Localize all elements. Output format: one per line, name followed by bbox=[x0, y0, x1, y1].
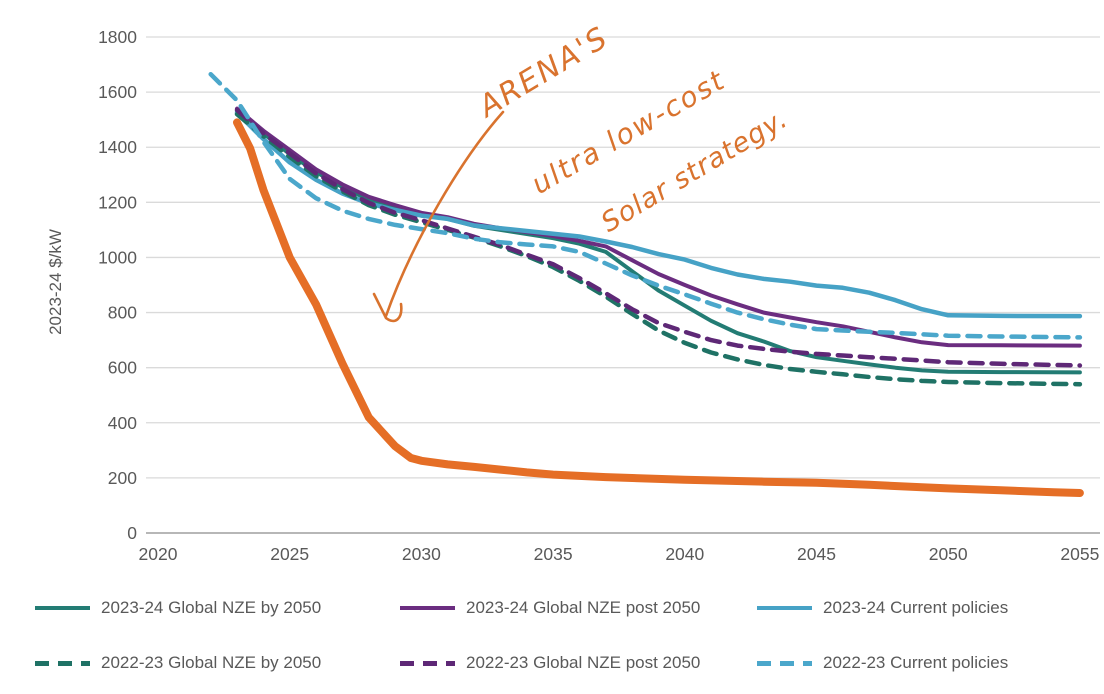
legend-item-2022-23-nze-by-2050: 2022-23 Global NZE by 2050 bbox=[35, 653, 321, 673]
legend-label: 2022-23 Global NZE post 2050 bbox=[466, 653, 701, 672]
y-axis-title: 2023-24 $/kW bbox=[46, 229, 65, 335]
x-tick-label: 2035 bbox=[534, 544, 573, 564]
legend-label: 2022-23 Current policies bbox=[823, 653, 1009, 672]
line-chart: 0 200 400 600 800 1000 1200 1400 1600 1800 2020 202… bbox=[98, 27, 1100, 564]
legend-swatch-cyan-dashed bbox=[757, 660, 812, 666]
series-line-4 bbox=[234, 107, 1083, 368]
legend-label: 2023-24 Current policies bbox=[823, 598, 1009, 617]
legend-label: 2023-24 Global NZE by 2050 bbox=[101, 598, 322, 617]
legend-swatch-purple-solid bbox=[400, 606, 455, 610]
legend-item-2022-23-nze-post-2050: 2022-23 Global NZE post 2050 bbox=[400, 653, 700, 673]
y-tick-label: 0 bbox=[127, 523, 137, 543]
series-line-1 bbox=[235, 106, 1082, 348]
legend-label: 2023-24 Global NZE post 2050 bbox=[466, 598, 701, 617]
y-tick-label: 400 bbox=[108, 413, 137, 433]
y-tick-label: 800 bbox=[108, 303, 137, 323]
y-tick-label: 1600 bbox=[98, 82, 137, 102]
series-line-0 bbox=[235, 109, 1082, 375]
y-tick-label: 1400 bbox=[98, 137, 137, 157]
legend-swatch-teal-dashed bbox=[35, 660, 90, 666]
annotation-arrow bbox=[384, 110, 505, 318]
x-tick-label: 2020 bbox=[139, 544, 178, 564]
series-line-6 bbox=[233, 118, 1084, 497]
x-tick-label: 2050 bbox=[929, 544, 968, 564]
legend-label: 2022-23 Global NZE by 2050 bbox=[101, 653, 322, 672]
x-tick-label: 2030 bbox=[402, 544, 441, 564]
x-tick-label: 2025 bbox=[270, 544, 309, 564]
y-tick-label: 1000 bbox=[98, 247, 137, 267]
legend-swatch-teal-solid bbox=[35, 606, 90, 610]
legend-item-2023-24-nze-post-2050: 2023-24 Global NZE post 2050 bbox=[400, 598, 700, 618]
annotation-arrowhead bbox=[372, 292, 403, 323]
y-tick-label: 1200 bbox=[98, 192, 137, 212]
legend-swatch-cyan-solid bbox=[757, 606, 812, 610]
legend-item-2023-24-current-policies: 2023-24 Current policies bbox=[757, 598, 1008, 618]
legend-item-2023-24-nze-by-2050: 2023-24 Global NZE by 2050 bbox=[35, 598, 321, 618]
x-tick-label: 2045 bbox=[797, 544, 836, 564]
legend-item-2022-23-current-policies: 2022-23 Current policies bbox=[757, 653, 1008, 673]
legend-swatch-purple-dashed bbox=[400, 660, 455, 666]
x-tick-label: 2055 bbox=[1060, 544, 1099, 564]
y-tick-label: 200 bbox=[108, 468, 137, 488]
x-tick-label: 2040 bbox=[665, 544, 704, 564]
y-tick-label: 600 bbox=[108, 358, 137, 378]
series-line-5 bbox=[208, 71, 1083, 340]
y-tick-label: 1800 bbox=[98, 27, 137, 47]
